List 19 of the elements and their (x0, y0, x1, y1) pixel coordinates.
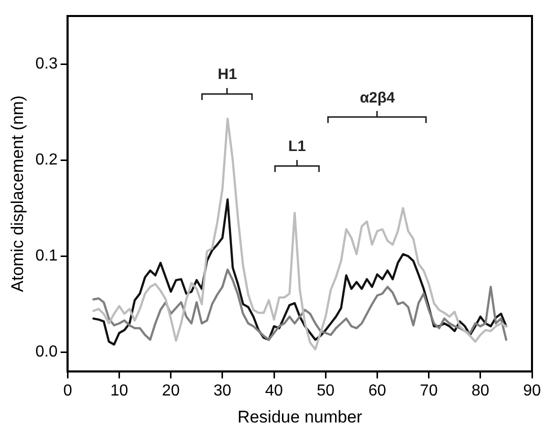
x-tick-label: 70 (420, 382, 438, 400)
x-tick-label: 30 (214, 382, 232, 400)
x-tick-label: 0 (63, 382, 72, 400)
annotation: α2β4 (360, 90, 396, 107)
y-tick-label: 0.3 (35, 55, 58, 72)
annotation: H1 (218, 66, 237, 83)
x-tick-label: 90 (523, 382, 541, 400)
y-tick-label: 0.0 (35, 344, 58, 361)
x-tick-label: 10 (110, 382, 128, 400)
x-axis-title: Residue number (237, 407, 363, 426)
y-tick-label: 0.1 (35, 248, 58, 265)
x-tick-label: 20 (162, 382, 180, 400)
y-tick-label: 0.2 (35, 151, 58, 168)
x-tick-label: 60 (368, 382, 386, 400)
y-axis-title: Atomic displacement (nm) (8, 95, 27, 292)
annotation: L1 (288, 138, 306, 155)
x-tick-label: 40 (265, 382, 284, 400)
x-tick-label: 50 (316, 382, 335, 400)
x-tick-label: 80 (472, 382, 490, 400)
